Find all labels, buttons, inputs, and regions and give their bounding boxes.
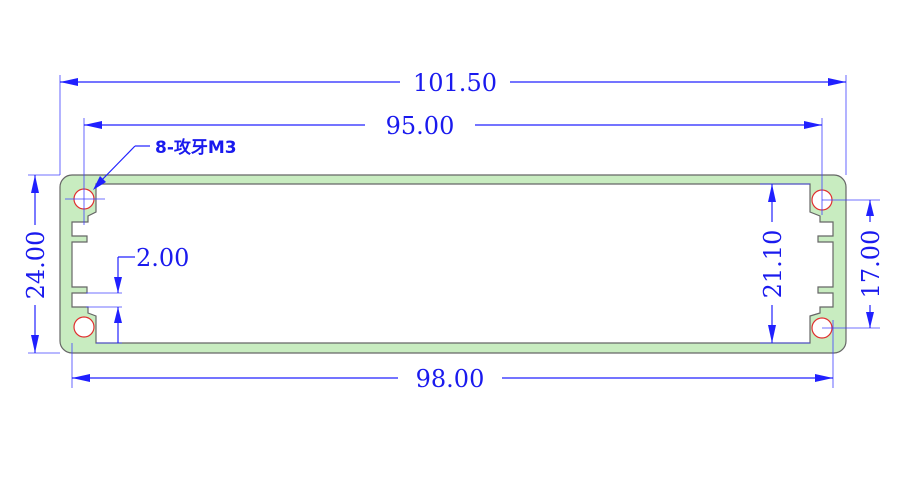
label-hole-spacing-vertical: 17.00 <box>857 230 885 299</box>
hole-bottom-left <box>73 316 95 338</box>
label-thread-note: 8-攻牙M3 <box>155 137 237 158</box>
label-overall-width: 101.50 <box>413 69 497 97</box>
dim-inner-width: 98.00 <box>72 365 833 393</box>
label-overall-height: 24.00 <box>22 231 50 300</box>
dim-inner-height: 21.10 <box>759 184 787 343</box>
dim-hole-spacing-horizontal: 95.00 <box>84 112 822 140</box>
dim-overall-width: 101.50 <box>60 69 846 97</box>
label-inner-height: 21.10 <box>759 230 787 299</box>
dim-wall-thickness: 2.00 <box>114 244 189 343</box>
label-wall-thickness: 2.00 <box>136 244 189 272</box>
label-inner-width: 98.00 <box>416 365 485 393</box>
label-hole-spacing-horizontal: 95.00 <box>386 112 455 140</box>
dim-hole-spacing-vertical: 17.00 <box>857 200 885 328</box>
extension-lines <box>28 75 880 388</box>
dim-overall-height: 24.00 <box>22 175 50 353</box>
thread-callout: 8-攻牙M3 <box>93 137 237 190</box>
